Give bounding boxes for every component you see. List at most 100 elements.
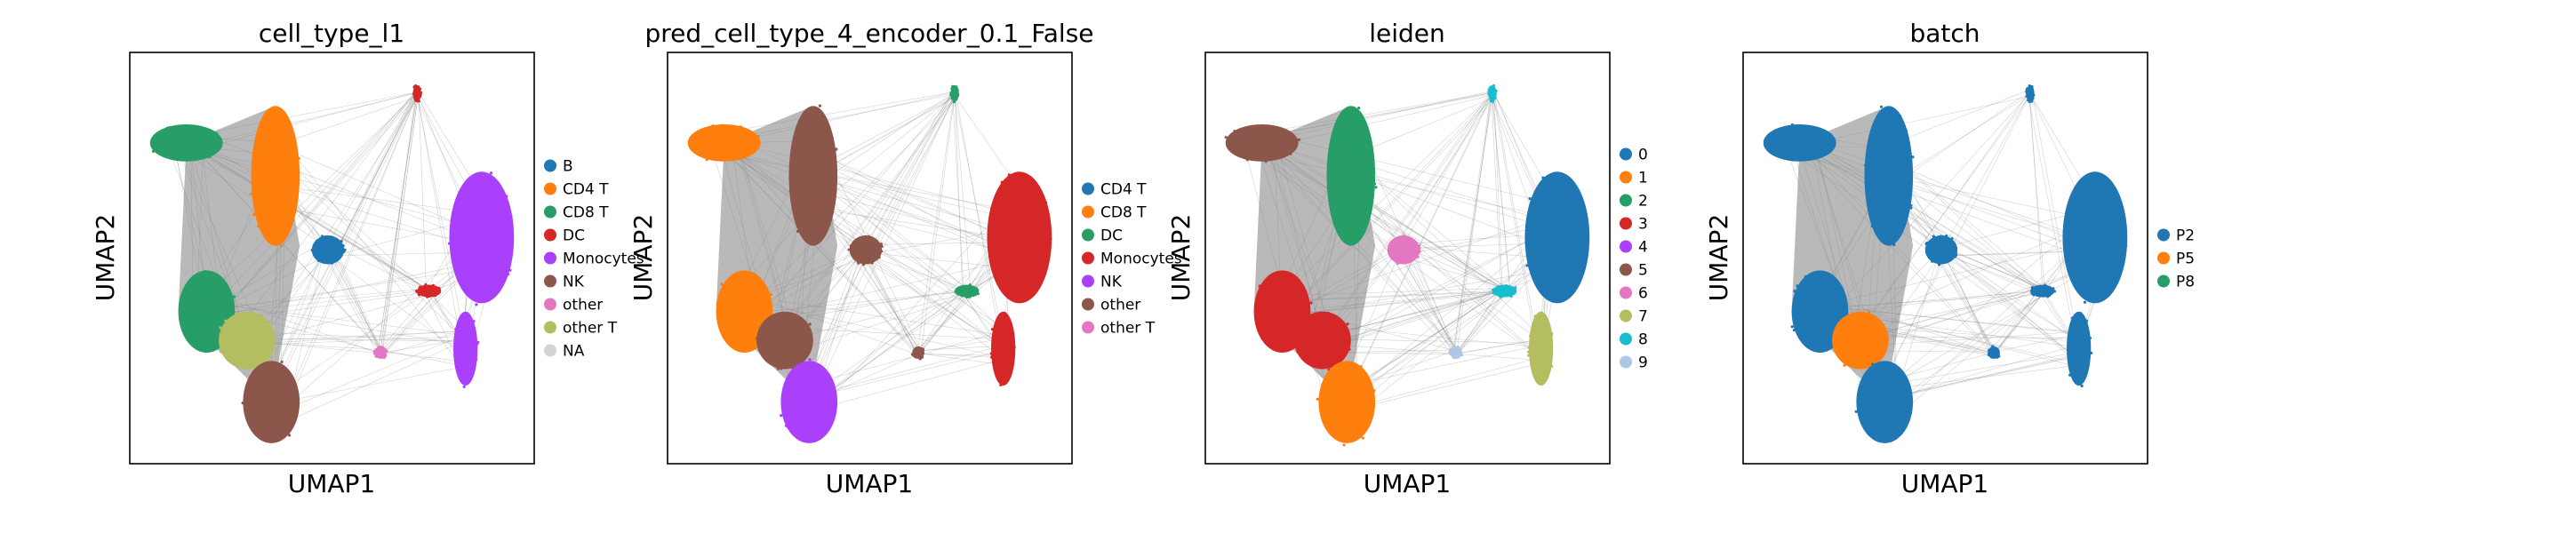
cell-point: [748, 146, 753, 149]
cell-point: [1500, 287, 1503, 290]
cell-point: [340, 251, 344, 256]
cell-point: [880, 244, 884, 249]
edge: [1938, 245, 2082, 362]
cell-point: [955, 89, 959, 92]
cell-point: [476, 340, 480, 344]
cell-point: [1500, 285, 1504, 289]
cell-point: [1011, 293, 1014, 297]
cell-point: [267, 109, 270, 113]
cell-point: [1396, 240, 1400, 244]
cell-point: [250, 386, 253, 390]
cell-point: [503, 212, 507, 216]
cell-point: [1300, 322, 1303, 325]
cell-point: [1356, 211, 1360, 215]
cell-point: [2079, 211, 2083, 215]
cell-point: [507, 273, 510, 276]
cell-point: [1267, 333, 1270, 337]
edge: [1888, 226, 2099, 418]
cell-point: [196, 314, 199, 317]
cell-point: [1334, 380, 1338, 384]
cell-point: [470, 363, 474, 367]
edge: [256, 336, 470, 346]
cell-point: [280, 402, 284, 405]
cell-point: [1372, 182, 1377, 186]
cell-point: [1873, 137, 1876, 140]
cell-point: [1554, 295, 1557, 298]
cell-point: [331, 244, 334, 248]
edge: [328, 248, 381, 352]
cell-point: [1348, 420, 1352, 425]
cell-point: [2088, 337, 2092, 340]
cell-point: [1319, 352, 1323, 355]
edge: [1886, 354, 2084, 400]
cell-point: [434, 286, 438, 290]
cell-point: [318, 238, 322, 243]
cell-point: [1001, 332, 1005, 336]
cell-point: [290, 380, 293, 384]
cell-point: [849, 244, 852, 248]
cell-point: [1531, 269, 1534, 273]
cell-point: [820, 130, 825, 134]
edge: [377, 94, 418, 353]
cell-point: [1814, 334, 1819, 338]
edge: [1344, 188, 1544, 361]
cell-point: [284, 195, 287, 198]
cell-point: [291, 423, 294, 426]
cell-point: [1871, 362, 1875, 366]
cell-point: [1878, 382, 1882, 386]
cell-point: [264, 113, 268, 116]
cell-point: [1014, 218, 1018, 221]
cell-point: [195, 144, 198, 147]
cell-point: [1270, 345, 1274, 348]
cell-point: [2089, 274, 2092, 279]
edge: [1892, 207, 2046, 290]
edge: [920, 330, 1003, 355]
cell-point: [189, 332, 193, 336]
cell-point: [1855, 364, 1860, 368]
cell-point: [466, 331, 469, 335]
legend-marker: [1082, 274, 1094, 288]
cell-point: [785, 408, 789, 412]
legend-label: 0: [1638, 147, 1648, 164]
cell-point: [487, 263, 491, 266]
legend-label: other: [563, 297, 603, 314]
cell-point: [720, 326, 724, 330]
cell-point: [1038, 223, 1042, 227]
edge: [1991, 334, 2076, 354]
cell-point: [1526, 350, 1531, 354]
cell-point: [727, 292, 731, 296]
cell-point: [956, 290, 960, 294]
cell-point: [1364, 161, 1368, 165]
cell-point: [1867, 338, 1870, 342]
cell-point: [1935, 250, 1939, 253]
edge: [1343, 292, 1510, 401]
cell-point: [1406, 247, 1411, 251]
legend-label: 9: [1638, 354, 1648, 372]
legend-label: P5: [2176, 251, 2195, 268]
panel-title: batch: [1909, 19, 1980, 48]
cell-point: [1871, 412, 1875, 416]
cell-point: [769, 292, 772, 297]
cell-point: [740, 311, 744, 314]
cell-point: [2080, 273, 2084, 276]
cell-point: [1326, 311, 1330, 314]
edge: [868, 255, 964, 289]
cell-point: [989, 352, 993, 355]
cell-point: [1008, 209, 1012, 212]
cell-point: [217, 141, 221, 145]
cell-point: [1289, 146, 1292, 149]
panel-title: cell_type_l1: [259, 19, 404, 48]
cell-point: [999, 383, 1003, 386]
cell-point: [266, 356, 269, 360]
cell-point: [727, 156, 731, 160]
cell-point: [1899, 115, 1902, 118]
cell-point: [437, 286, 441, 290]
cell-point: [1876, 156, 1880, 160]
cell-point: [1402, 248, 1405, 251]
cell-point: [1493, 96, 1497, 99]
edge: [1892, 95, 2029, 181]
cell-point: [821, 215, 825, 219]
cell-point: [1852, 314, 1856, 317]
cell-point: [1529, 334, 1532, 338]
